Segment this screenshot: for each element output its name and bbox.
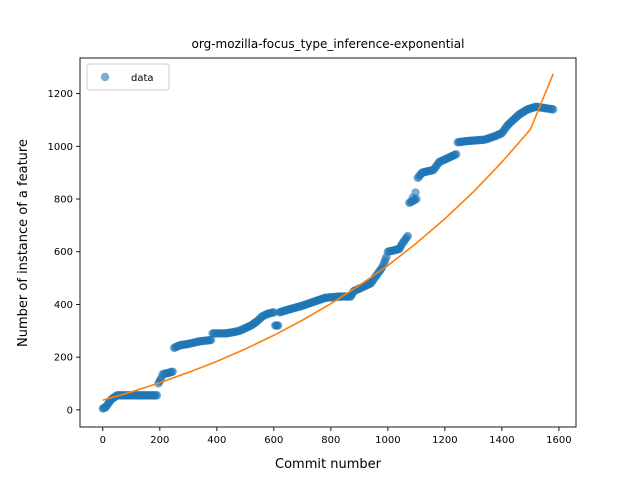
x-tick-label: 1200 xyxy=(432,435,457,446)
y-axis-label: Number of instance of a feature xyxy=(16,139,31,347)
data-point xyxy=(452,150,460,158)
legend-label: data xyxy=(131,73,154,84)
y-tick-label: 400 xyxy=(54,300,73,311)
data-point xyxy=(274,321,282,329)
y-tick-label: 1000 xyxy=(48,142,73,153)
data-point xyxy=(408,193,416,201)
y-tick-label: 600 xyxy=(54,247,73,258)
x-tick-label: 1600 xyxy=(546,435,571,446)
y-tick-label: 800 xyxy=(54,195,73,206)
x-tick-label: 800 xyxy=(321,435,340,446)
x-tick-label: 200 xyxy=(150,435,169,446)
x-axis-label: Commit number xyxy=(275,457,382,472)
x-tick-label: 400 xyxy=(207,435,226,446)
x-tick-label: 1400 xyxy=(489,435,514,446)
data-point xyxy=(153,391,161,399)
x-tick-label: 0 xyxy=(100,435,106,446)
x-tick-label: 600 xyxy=(264,435,283,446)
x-tick-label: 1000 xyxy=(375,435,400,446)
chart-title: org-mozilla-focus_type_inference-exponen… xyxy=(192,37,465,51)
legend: data xyxy=(87,64,169,90)
y-tick-label: 1200 xyxy=(48,89,73,100)
y-tick-label: 0 xyxy=(67,405,73,416)
legend-box xyxy=(87,64,169,90)
data-point xyxy=(404,232,412,240)
data-point xyxy=(168,367,176,375)
y-tick-label: 200 xyxy=(54,353,73,364)
data-point xyxy=(549,105,557,113)
legend-marker xyxy=(101,73,109,81)
